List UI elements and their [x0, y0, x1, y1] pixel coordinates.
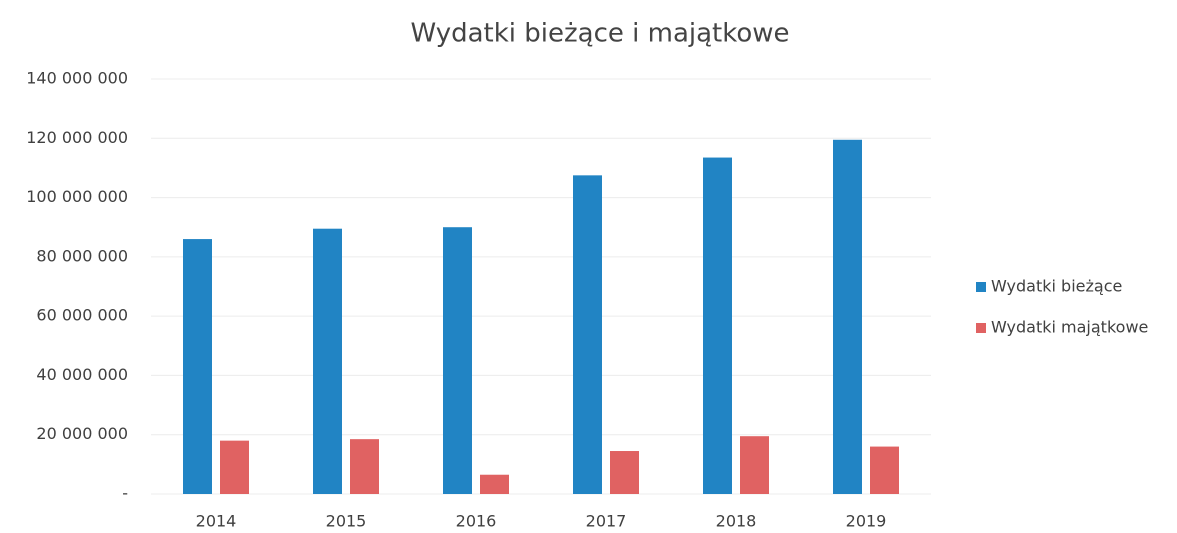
- y-tick-label: 20 000 000: [36, 424, 128, 443]
- y-tick-label: 40 000 000: [36, 365, 128, 384]
- bar: [183, 239, 212, 494]
- y-tick-label: 80 000 000: [36, 246, 128, 265]
- legend-label: Wydatki bieżące: [991, 277, 1122, 296]
- bar: [443, 227, 472, 494]
- bar: [313, 228, 342, 495]
- y-tick-label: 120 000 000: [26, 128, 128, 147]
- x-tick-label: 2018: [716, 512, 757, 531]
- y-tick-label: -: [122, 484, 128, 503]
- y-tick-label: 100 000 000: [26, 187, 128, 206]
- x-tick-label: 2019: [846, 512, 887, 531]
- legend-label: Wydatki majątkowe: [991, 318, 1148, 337]
- bar: [833, 139, 862, 494]
- bar: [703, 157, 732, 494]
- chart-title: Wydatki bieżące i majątkowe: [410, 19, 789, 49]
- x-tick-label: 2016: [456, 512, 497, 531]
- legend-swatch: [976, 282, 986, 292]
- bar: [480, 474, 509, 494]
- bar: [350, 439, 379, 494]
- x-tick-label: 2017: [586, 512, 627, 531]
- y-tick-label: 60 000 000: [36, 306, 128, 325]
- bar: [740, 436, 769, 494]
- bar: [610, 451, 639, 494]
- y-tick-label: 140 000 000: [26, 69, 128, 88]
- bar: [870, 446, 899, 494]
- x-tick-label: 2014: [196, 512, 237, 531]
- x-tick-label: 2015: [326, 512, 367, 531]
- bar: [573, 175, 602, 494]
- legend-swatch: [976, 323, 986, 333]
- bar: [220, 440, 249, 494]
